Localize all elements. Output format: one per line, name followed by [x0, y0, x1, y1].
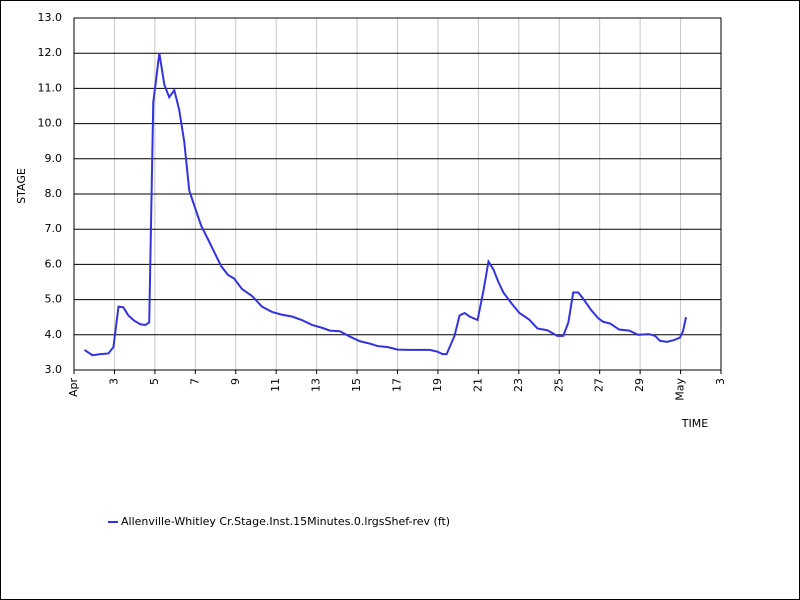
x-tick-label: 9 [229, 378, 242, 385]
x-tick-label: 15 [350, 378, 363, 392]
x-tick-label: 19 [431, 378, 444, 392]
y-tick-label: 9.0 [45, 152, 63, 165]
y-tick-label: 13.0 [38, 11, 63, 24]
legend-label: Allenville-Whitley Cr.Stage.Inst.15Minut… [121, 515, 450, 528]
y-tick-label: 3.0 [45, 363, 63, 376]
x-tick-label: 13 [310, 378, 323, 392]
x-tick-label: 29 [633, 378, 646, 392]
x-tick-label: 23 [512, 378, 525, 392]
y-tick-label: 5.0 [45, 293, 63, 306]
y-tick-label: 12.0 [38, 46, 63, 59]
y-tick-label: 6.0 [45, 257, 63, 270]
x-axis-label: TIME [681, 417, 708, 430]
x-tick-label: 27 [593, 378, 606, 392]
y-tick-label: 7.0 [45, 222, 63, 235]
x-tick-label: May [674, 378, 687, 401]
y-tick-label: 10.0 [38, 117, 63, 130]
x-tick-label: 11 [269, 378, 282, 392]
x-tick-label: 5 [148, 378, 161, 385]
x-tick-label: 21 [471, 378, 484, 392]
x-tick-label: 7 [188, 378, 201, 385]
x-tick-label: 3 [107, 378, 120, 385]
y-tick-label: 11.0 [38, 81, 63, 94]
y-tick-label: 8.0 [45, 187, 63, 200]
x-tick-label: 25 [552, 378, 565, 392]
x-tick-label: 3 [714, 378, 727, 385]
plot-border [73, 17, 722, 371]
series-line [83, 53, 687, 357]
y-axis-label: STAGE [15, 168, 28, 204]
x-tick-label: 17 [391, 378, 404, 392]
x-tick-label: Apr [67, 378, 80, 398]
y-tick-label: 4.0 [45, 328, 63, 341]
